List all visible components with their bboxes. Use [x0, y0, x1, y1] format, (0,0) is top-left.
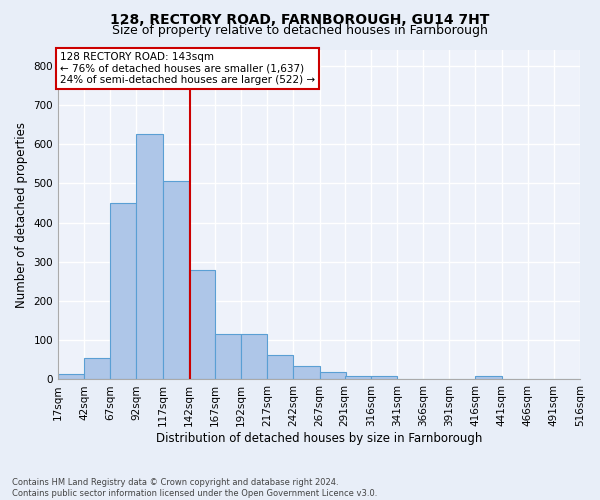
X-axis label: Distribution of detached houses by size in Farnborough: Distribution of detached houses by size … [156, 432, 482, 445]
Bar [267, 355, 293, 380]
Bar [475, 376, 502, 380]
Bar [110, 203, 136, 380]
Bar [189, 270, 215, 380]
Bar [163, 182, 189, 380]
Y-axis label: Number of detached properties: Number of detached properties [15, 122, 28, 308]
Bar [320, 372, 346, 380]
Text: 128 RECTORY ROAD: 143sqm
← 76% of detached houses are smaller (1,637)
24% of sem: 128 RECTORY ROAD: 143sqm ← 76% of detach… [60, 52, 315, 85]
Bar [344, 376, 371, 380]
Bar [136, 134, 163, 380]
Bar [215, 334, 241, 380]
Text: Size of property relative to detached houses in Farnborough: Size of property relative to detached ho… [112, 24, 488, 37]
Bar [241, 334, 267, 380]
Text: Contains HM Land Registry data © Crown copyright and database right 2024.
Contai: Contains HM Land Registry data © Crown c… [12, 478, 377, 498]
Bar [84, 358, 110, 380]
Text: 128, RECTORY ROAD, FARNBOROUGH, GU14 7HT: 128, RECTORY ROAD, FARNBOROUGH, GU14 7HT [110, 12, 490, 26]
Bar [58, 374, 84, 380]
Bar [293, 366, 320, 380]
Bar [371, 376, 397, 380]
